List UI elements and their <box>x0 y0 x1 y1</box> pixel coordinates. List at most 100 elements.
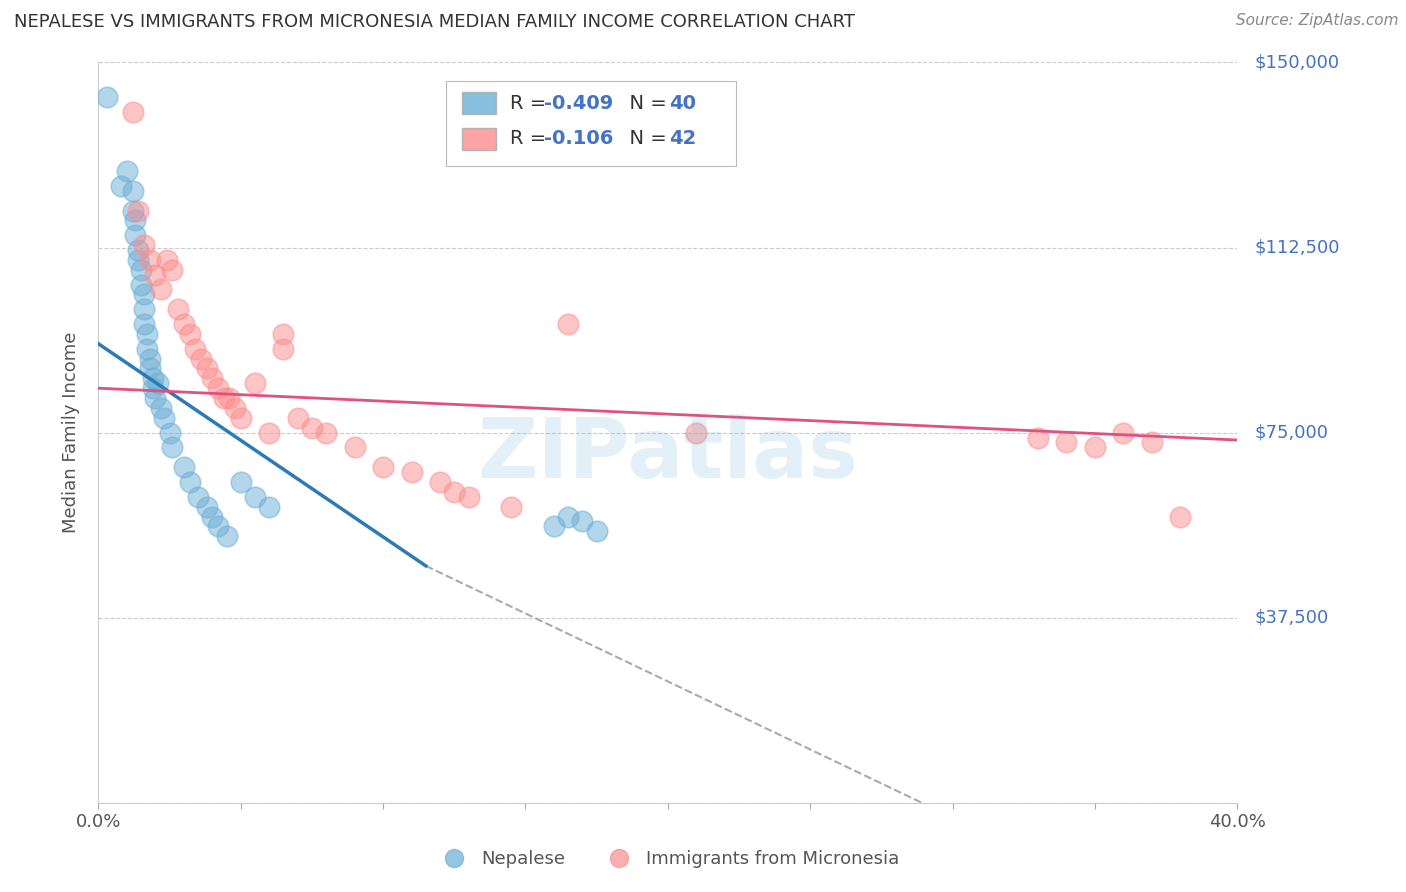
Point <box>557 317 579 331</box>
Point <box>273 326 295 341</box>
Point <box>153 410 176 425</box>
Point <box>1170 509 1192 524</box>
Text: 42: 42 <box>669 129 696 148</box>
Point <box>273 342 295 356</box>
Point <box>121 104 143 119</box>
Point <box>343 441 366 455</box>
Point <box>229 410 252 425</box>
Point <box>184 342 207 356</box>
FancyBboxPatch shape <box>461 92 496 114</box>
Point <box>124 213 146 227</box>
Point <box>173 317 195 331</box>
Text: NEPALESE VS IMMIGRANTS FROM MICRONESIA MEDIAN FAMILY INCOME CORRELATION CHART: NEPALESE VS IMMIGRANTS FROM MICRONESIA M… <box>14 13 855 31</box>
Text: $37,500: $37,500 <box>1254 608 1329 627</box>
Point <box>132 317 155 331</box>
Point <box>141 371 163 385</box>
Point <box>150 401 173 415</box>
Point <box>121 203 143 218</box>
Point <box>501 500 523 514</box>
Point <box>190 351 212 366</box>
Point <box>167 302 190 317</box>
Point <box>195 500 218 514</box>
Point <box>685 425 707 440</box>
Point <box>201 509 224 524</box>
Point <box>224 401 246 415</box>
Legend: Nepalese, Immigrants from Micronesia: Nepalese, Immigrants from Micronesia <box>429 843 907 875</box>
Text: $112,500: $112,500 <box>1254 238 1340 257</box>
Text: ZIPatlas: ZIPatlas <box>478 414 858 495</box>
Text: R =: R = <box>509 94 553 112</box>
Point <box>121 184 143 198</box>
Text: -0.106: -0.106 <box>544 129 613 148</box>
Y-axis label: Median Family Income: Median Family Income <box>62 332 80 533</box>
Point <box>1026 431 1049 445</box>
Text: Source: ZipAtlas.com: Source: ZipAtlas.com <box>1236 13 1399 29</box>
Point <box>1112 425 1135 440</box>
Text: N =: N = <box>617 129 672 148</box>
Point <box>1056 435 1078 450</box>
Point <box>401 465 423 479</box>
Point <box>132 287 155 301</box>
Point <box>207 519 229 533</box>
Point <box>145 268 167 282</box>
Point <box>373 460 395 475</box>
Point <box>585 524 607 539</box>
Point <box>179 326 201 341</box>
Point <box>301 420 323 434</box>
Point <box>195 361 218 376</box>
Text: -0.409: -0.409 <box>544 94 613 112</box>
Point <box>145 391 167 405</box>
Point <box>243 376 266 391</box>
Point <box>187 490 209 504</box>
Point <box>162 441 184 455</box>
Point <box>457 490 479 504</box>
Text: $75,000: $75,000 <box>1254 424 1329 442</box>
Point <box>543 519 565 533</box>
Point <box>127 203 149 218</box>
Point <box>141 381 163 395</box>
Point <box>148 376 170 391</box>
Point <box>138 351 160 366</box>
Point <box>229 475 252 489</box>
Point <box>138 252 160 267</box>
Point <box>1084 441 1107 455</box>
Point <box>156 252 179 267</box>
Point <box>129 262 152 277</box>
Point <box>207 381 229 395</box>
Point <box>127 243 149 257</box>
Point <box>315 425 337 440</box>
FancyBboxPatch shape <box>446 81 737 166</box>
Point <box>215 529 238 543</box>
FancyBboxPatch shape <box>461 128 496 150</box>
Point <box>179 475 201 489</box>
Point <box>115 164 138 178</box>
Point <box>150 283 173 297</box>
Point <box>287 410 309 425</box>
Point <box>259 500 281 514</box>
Text: N =: N = <box>617 94 672 112</box>
Text: R =: R = <box>509 129 553 148</box>
Point <box>212 391 235 405</box>
Point <box>162 262 184 277</box>
Point <box>571 515 593 529</box>
Point <box>135 326 157 341</box>
Point <box>443 484 465 499</box>
Point <box>557 509 579 524</box>
Point <box>159 425 181 440</box>
Point <box>132 302 155 317</box>
Point <box>173 460 195 475</box>
Point <box>429 475 451 489</box>
Point <box>218 391 240 405</box>
Point <box>132 238 155 252</box>
Point <box>129 277 152 292</box>
Point <box>96 90 118 104</box>
Point <box>124 228 146 243</box>
Text: $150,000: $150,000 <box>1254 54 1340 71</box>
Point <box>201 371 224 385</box>
Point <box>243 490 266 504</box>
Point <box>1140 435 1163 450</box>
Point <box>110 178 132 193</box>
Point <box>127 252 149 267</box>
Text: 40: 40 <box>669 94 696 112</box>
Point <box>135 342 157 356</box>
